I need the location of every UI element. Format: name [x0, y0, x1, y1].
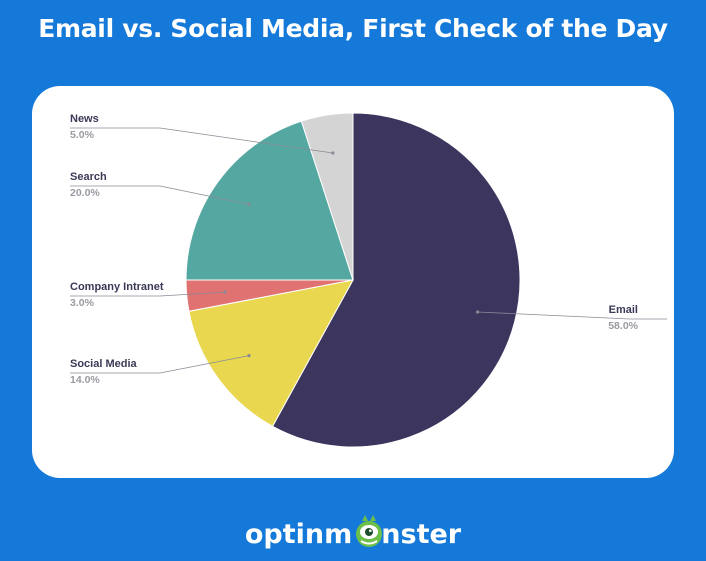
leader-line-search — [70, 185, 250, 205]
leader-dot-email — [476, 310, 480, 314]
logo-text-part2: nster — [381, 519, 462, 550]
optinmonster-logo: optinm nster — [0, 512, 706, 552]
slice-label-news: News — [70, 113, 99, 125]
pie-slice-news — [300, 112, 354, 281]
leader-dot-search — [247, 202, 251, 206]
slice-label-social-media: Social Media — [70, 358, 138, 370]
leader-line-company-intranet — [70, 291, 226, 297]
chart-card: Email 58.0% Social Media 14.0% Company Intra… — [32, 86, 674, 478]
pie-chart: Email 58.0% Social Media 14.0% Company Intra… — [70, 112, 667, 448]
monster-face-icon — [356, 515, 382, 547]
slice-value-social-media: 14.0% — [70, 374, 100, 386]
pie-slice-social-media — [188, 279, 354, 428]
pie-slices — [185, 112, 521, 448]
slice-value-email: 58.0% — [608, 320, 638, 332]
logo-svg: optinm nster — [245, 515, 462, 550]
slice-label-search: Search — [70, 171, 107, 183]
leader-dot-social-media — [247, 354, 251, 358]
pie-labels: Email 58.0% Social Media 14.0% Company Intra… — [70, 113, 667, 386]
leader-line-news — [70, 127, 333, 154]
slice-value-search: 20.0% — [70, 187, 100, 199]
slice-label-email: Email — [609, 304, 638, 316]
leader-line-email — [477, 311, 667, 320]
leader-line-social-media — [70, 355, 250, 374]
leader-dot-company-intranet — [223, 290, 227, 294]
pie-slice-email — [271, 112, 521, 448]
slice-value-company-intranet: 3.0% — [70, 297, 95, 309]
slice-label-company-intranet: Company Intranet — [70, 281, 164, 293]
pie-slice-search — [185, 120, 354, 281]
logo-text-part1: optinm — [245, 519, 352, 550]
chart-title: Email vs. Social Media, First Check of t… — [38, 14, 668, 43]
leader-dot-news — [331, 151, 335, 155]
slice-value-news: 5.0% — [70, 129, 95, 141]
